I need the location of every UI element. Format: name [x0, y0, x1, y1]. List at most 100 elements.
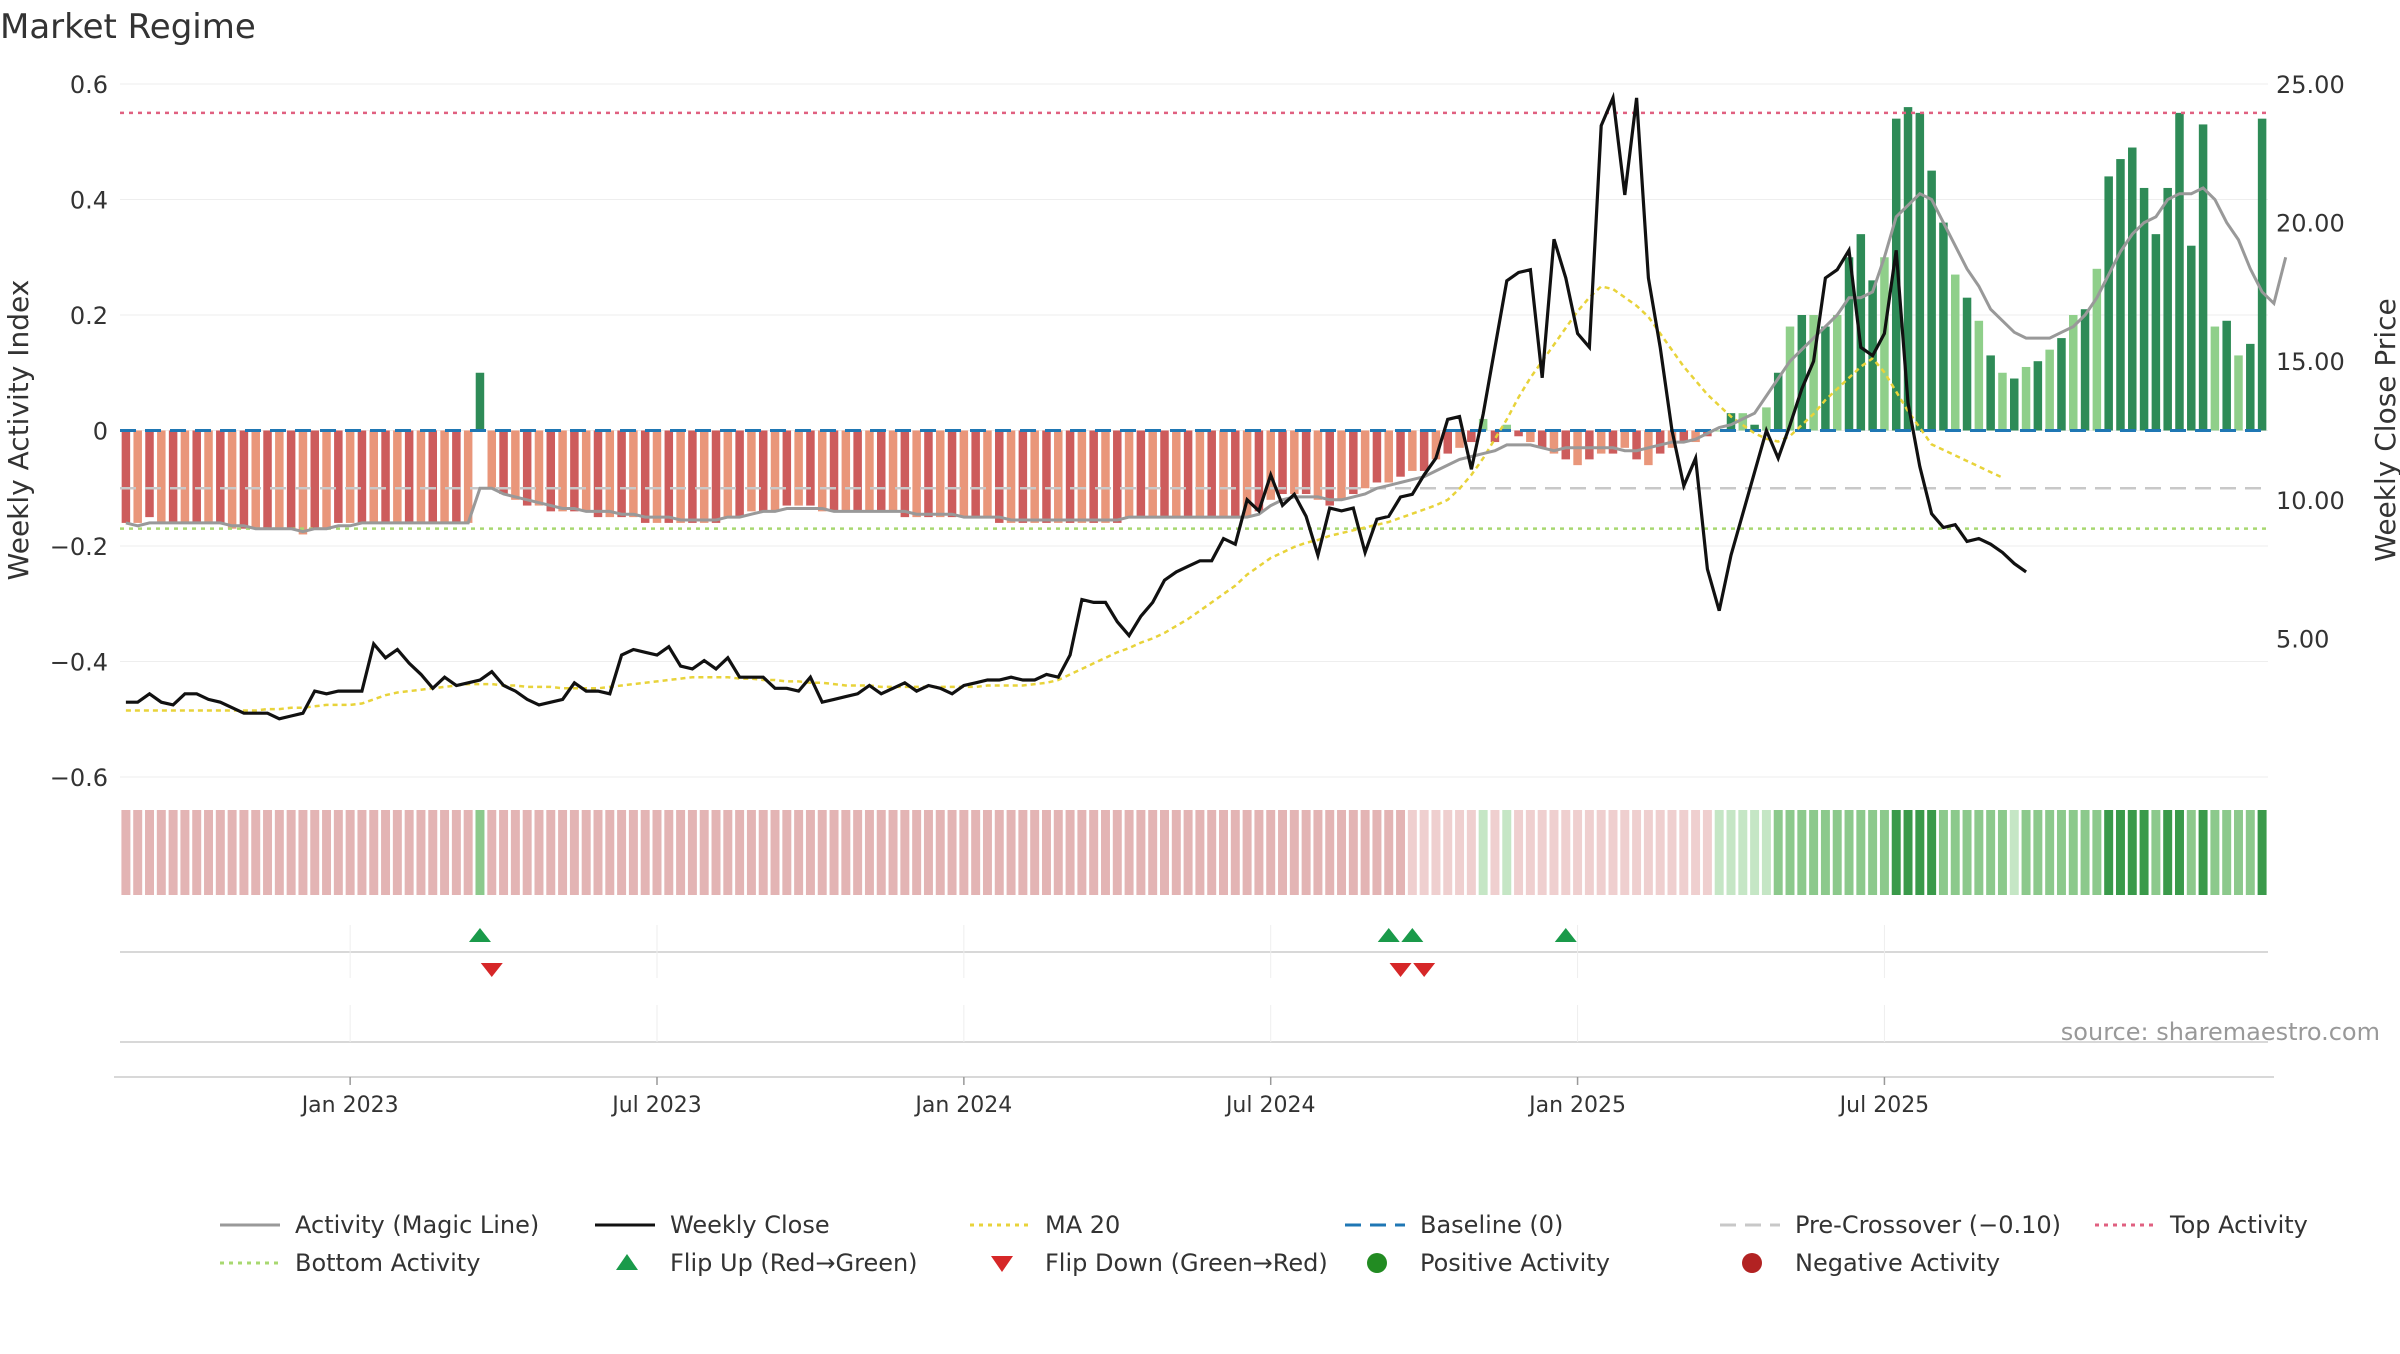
regime-cell — [1100, 810, 1110, 895]
y-tick-label: 0.6 — [70, 71, 108, 99]
regime-cell — [652, 810, 662, 895]
regime-cell — [1337, 810, 1347, 895]
activity-bar — [369, 430, 378, 523]
activity-bar — [676, 430, 685, 523]
regime-cell — [746, 810, 756, 895]
regime-strip — [121, 810, 2267, 895]
activity-bar — [1337, 430, 1346, 500]
regime-cell — [274, 810, 284, 895]
legend-swatch — [991, 1256, 1013, 1272]
regime-cell — [310, 810, 320, 895]
regime-cell — [1266, 810, 1276, 895]
activity-bar — [1561, 430, 1571, 460]
activity-bar — [995, 430, 1004, 523]
regime-cell — [404, 810, 414, 895]
activity-bar — [1526, 430, 1535, 443]
activity-bar — [1018, 430, 1028, 523]
regime-cell — [416, 810, 426, 895]
regime-cell — [1738, 810, 1748, 895]
regime-cell — [2186, 810, 2196, 895]
regime-cell — [935, 810, 945, 895]
regime-cell — [805, 810, 815, 895]
activity-bar — [1042, 430, 1051, 523]
activity-bar — [239, 430, 249, 529]
regime-cell — [1561, 810, 1571, 895]
regime-cell — [1667, 810, 1677, 895]
activity-bar — [1620, 430, 1630, 448]
regime-cell — [1608, 810, 1618, 895]
activity-bar — [1478, 418, 1488, 431]
activity-bar — [1585, 430, 1594, 460]
activity-bar — [806, 430, 815, 506]
activity-bar — [1431, 430, 1441, 460]
regime-cell — [2115, 810, 2125, 895]
y-tick-label: 0 — [93, 418, 108, 446]
y-tick-label: −0.6 — [50, 764, 108, 792]
regime-cell — [1927, 810, 1937, 895]
regime-cell — [1809, 810, 1819, 895]
regime-cell — [758, 810, 768, 895]
legend-label: Negative Activity — [1795, 1249, 2000, 1277]
activity-bar — [534, 430, 544, 506]
legend-label: Weekly Close — [670, 1211, 830, 1239]
regime-cell — [1632, 810, 1642, 895]
regime-cell — [876, 810, 886, 895]
y2-tick-label: 20.00 — [2276, 210, 2345, 238]
activity-bar — [2080, 309, 2090, 431]
regime-cell — [1124, 810, 1134, 895]
activity-bar — [1608, 430, 1618, 454]
regime-cell — [2009, 810, 2019, 895]
regime-cell — [1643, 810, 1653, 895]
activity-bar — [1832, 315, 1842, 431]
regime-cell — [1584, 810, 1594, 895]
regime-cell — [1502, 810, 1512, 895]
flip-down-marker — [1413, 963, 1436, 977]
regime-cell — [1396, 810, 1406, 895]
activity-bar — [1773, 372, 1783, 431]
regime-cell — [664, 810, 674, 895]
activity-bar — [936, 430, 945, 518]
activity-bar — [2021, 366, 2031, 431]
regime-cell — [1313, 810, 1323, 895]
activity-bar — [1939, 222, 1948, 431]
regime-cell — [239, 810, 249, 895]
activity-bar — [1207, 430, 1216, 518]
x-tick-label: Jan 2023 — [300, 1093, 399, 1118]
regime-cell — [133, 810, 143, 895]
legend-label: Pre-Crossover (−0.10) — [1795, 1211, 2061, 1239]
regime-cell — [2245, 810, 2255, 895]
legend-item: MA 20 — [970, 1211, 1120, 1239]
legend-label: MA 20 — [1045, 1211, 1120, 1239]
flip-up-marker — [1377, 928, 1400, 942]
regime-cell — [1962, 810, 1972, 895]
activity-bar — [1880, 257, 1889, 431]
legend-item: Top Activity — [2095, 1211, 2308, 1239]
regime-cell — [546, 810, 556, 895]
activity-bar — [1231, 430, 1240, 518]
regime-cell — [817, 810, 827, 895]
activity-bar — [699, 430, 709, 523]
activity-bar — [1172, 430, 1181, 518]
activity-bar — [1089, 430, 1098, 523]
activity-bar — [841, 430, 851, 512]
regime-cell — [1773, 810, 1783, 895]
x-tick-label: Jul 2023 — [610, 1093, 702, 1118]
regime-cell — [1018, 810, 1028, 895]
regime-cell — [1549, 810, 1559, 895]
activity-bar — [1750, 424, 1759, 431]
activity-bar — [853, 430, 862, 512]
regime-cell — [1278, 810, 1288, 895]
legend-label: Bottom Activity — [295, 1249, 480, 1277]
regime-cell — [381, 810, 391, 895]
activity-bar — [2187, 245, 2196, 431]
activity-bar — [204, 430, 213, 523]
regime-cell — [1986, 810, 1996, 895]
regime-cell — [1620, 810, 1630, 895]
activity-bar — [2210, 326, 2220, 431]
regime-cell — [2257, 810, 2267, 895]
regime-cell — [168, 810, 178, 895]
activity-bar — [1490, 430, 1500, 443]
activity-bar — [1655, 430, 1665, 454]
x-tick-label: Jan 2025 — [1527, 1093, 1626, 1118]
regime-cell — [286, 810, 296, 895]
